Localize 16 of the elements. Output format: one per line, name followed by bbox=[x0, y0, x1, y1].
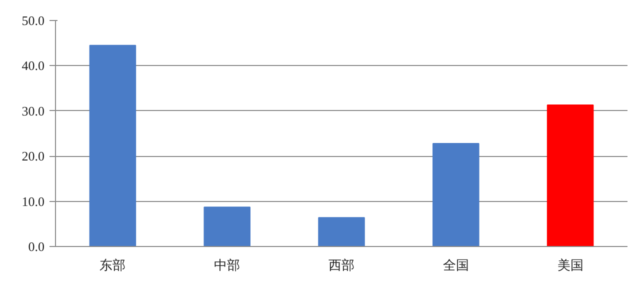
x-tick-label: 全国 bbox=[442, 258, 469, 272]
bar bbox=[546, 104, 594, 246]
y-tick-label: 30.0 bbox=[22, 103, 44, 118]
x-tick-label: 西部 bbox=[328, 258, 354, 272]
y-tick-label: 0.0 bbox=[28, 239, 44, 254]
y-tick-label: 20.0 bbox=[22, 148, 44, 164]
bar bbox=[432, 142, 480, 246]
x-tick-label: 中部 bbox=[214, 258, 240, 272]
x-tick-label: 东部 bbox=[100, 258, 126, 272]
bar bbox=[318, 217, 365, 246]
y-tick-label: 50.0 bbox=[22, 13, 44, 28]
y-tick-label: 40.0 bbox=[22, 58, 44, 74]
x-tick-label: 美国 bbox=[557, 258, 584, 272]
bar bbox=[204, 206, 250, 246]
bar bbox=[89, 44, 136, 246]
y-tick-label: 10.0 bbox=[22, 194, 44, 209]
